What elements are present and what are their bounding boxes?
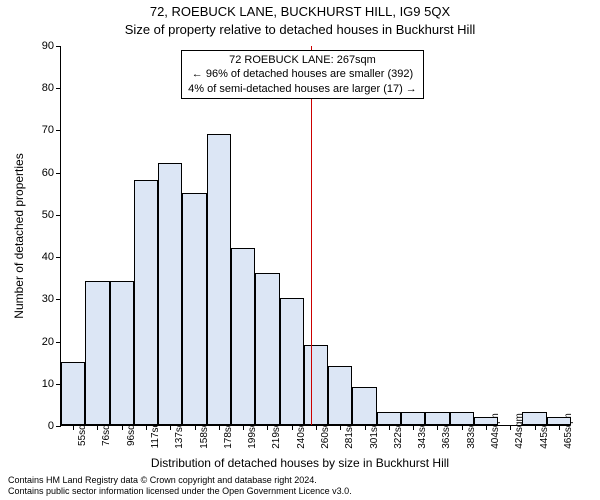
y-tick <box>56 342 61 343</box>
x-tick <box>413 425 414 430</box>
annotation-box: 72 ROEBUCK LANE: 267sqm← 96% of detached… <box>181 50 424 99</box>
histogram-bar <box>158 163 182 425</box>
x-tick <box>486 425 487 430</box>
histogram-bar <box>231 248 255 425</box>
histogram-bar <box>450 412 474 425</box>
x-tick <box>122 425 123 430</box>
y-tick <box>56 46 61 47</box>
y-tick <box>56 299 61 300</box>
histogram-bar <box>134 180 158 425</box>
x-tick <box>389 425 390 430</box>
marker-line <box>311 46 312 425</box>
x-tick <box>535 425 536 430</box>
chart-title-main: 72, ROEBUCK LANE, BUCKHURST HILL, IG9 5Q… <box>0 4 600 19</box>
x-tick <box>292 425 293 430</box>
y-tick-label: 70 <box>42 124 54 136</box>
y-tick-label: 80 <box>42 82 54 94</box>
x-tick <box>559 425 560 430</box>
x-tick <box>243 425 244 430</box>
histogram-bar <box>425 412 449 425</box>
histogram-bar <box>352 387 376 425</box>
y-tick-label: 20 <box>42 336 54 348</box>
chart-title-sub: Size of property relative to detached ho… <box>0 22 600 37</box>
annotation-line: 72 ROEBUCK LANE: 267sqm <box>188 53 417 67</box>
y-tick-label: 10 <box>42 378 54 390</box>
y-tick-label: 60 <box>42 167 54 179</box>
x-tick <box>437 425 438 430</box>
x-tick <box>365 425 366 430</box>
y-tick <box>56 257 61 258</box>
x-tick <box>170 425 171 430</box>
x-tick <box>97 425 98 430</box>
chart-container: 72, ROEBUCK LANE, BUCKHURST HILL, IG9 5Q… <box>0 0 600 500</box>
histogram-bar <box>401 412 425 425</box>
histogram-bar <box>110 281 134 425</box>
x-tick <box>219 425 220 430</box>
x-axis-label: Distribution of detached houses by size … <box>0 456 600 470</box>
footer-line-2: Contains public sector information licen… <box>8 486 600 497</box>
annotation-line: 4% of semi-detached houses are larger (1… <box>188 82 417 96</box>
footer-line-1: Contains HM Land Registry data © Crown c… <box>8 475 600 486</box>
y-tick-label: 0 <box>48 420 54 432</box>
y-tick <box>56 88 61 89</box>
x-tick <box>267 425 268 430</box>
footer-attribution: Contains HM Land Registry data © Crown c… <box>0 475 600 497</box>
histogram-bar <box>255 273 279 425</box>
x-tick <box>195 425 196 430</box>
histogram-bar <box>377 412 401 425</box>
y-tick-label: 90 <box>42 40 54 52</box>
x-tick <box>462 425 463 430</box>
y-tick-label: 50 <box>42 209 54 221</box>
histogram-bar <box>280 298 304 425</box>
histogram-bar <box>207 134 231 425</box>
histogram-bar <box>547 417 571 425</box>
x-tick <box>510 425 511 430</box>
histogram-bar <box>522 412 546 425</box>
y-tick-label: 30 <box>42 293 54 305</box>
histogram-bar <box>328 366 352 425</box>
y-tick <box>56 426 61 427</box>
plot-area: 010203040506070809055sqm76sqm96sqm117sqm… <box>60 46 570 426</box>
histogram-bar <box>182 193 206 425</box>
x-tick <box>146 425 147 430</box>
y-tick-label: 40 <box>42 251 54 263</box>
x-tick <box>73 425 74 430</box>
y-tick <box>56 173 61 174</box>
histogram-bar <box>61 362 85 425</box>
x-tick <box>340 425 341 430</box>
x-tick <box>316 425 317 430</box>
histogram-bar <box>304 345 328 425</box>
y-tick <box>56 130 61 131</box>
y-axis-label: Number of detached properties <box>12 153 26 318</box>
histogram-bar <box>474 417 498 425</box>
annotation-line: ← 96% of detached houses are smaller (39… <box>188 67 417 81</box>
y-tick <box>56 215 61 216</box>
histogram-bar <box>85 281 109 425</box>
